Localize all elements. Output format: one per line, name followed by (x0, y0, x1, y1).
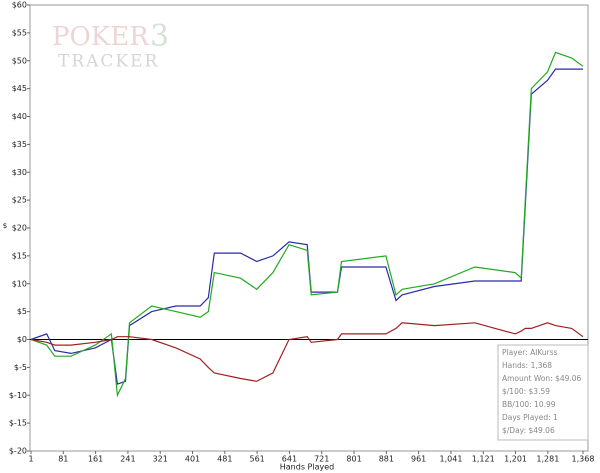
x-tick-label: 641 (282, 455, 297, 464)
x-tick-label: 1,368 (572, 455, 595, 464)
y-tick-label: $5 (17, 307, 27, 316)
y-tick-label: $45 (12, 84, 27, 93)
x-tick-label: 721 (314, 455, 329, 464)
series-line (30, 322, 584, 382)
x-tick-label: 481 (217, 455, 232, 464)
info-line: $/Day: $49.06 (502, 426, 555, 435)
series-line (30, 51, 584, 398)
x-tick-label: 881 (379, 455, 394, 464)
x-tick-label: 1,281 (536, 455, 559, 464)
watermark-text: 3 (150, 19, 169, 54)
y-tick-label: $-5 (14, 363, 27, 372)
info-line: Player: AlKurss (502, 348, 558, 357)
y-tick-label: $35 (12, 140, 27, 149)
info-line: $/100: $3.59 (502, 387, 550, 396)
x-tick-label: 801 (346, 455, 361, 464)
watermark-text: TRACKER (58, 52, 159, 72)
y-tick-label: $55 (12, 28, 27, 37)
y-tick-label: $60 (12, 1, 27, 10)
y-tick-label: $15 (12, 251, 27, 260)
info-box-frame (497, 344, 589, 441)
plot-frame (29, 4, 589, 452)
x-axis-label: Hands Played (280, 463, 334, 472)
x-tick-label: 321 (153, 455, 168, 464)
watermark: POKER 3 TRACKER (52, 19, 169, 72)
info-box: Player: AlKurss Hands: 1,368 Amount Won: $… (497, 344, 589, 441)
info-line: Hands: 1,368 (502, 361, 552, 370)
x-tick-label: 81 (58, 455, 68, 464)
x-tick-label: 1 (28, 455, 33, 464)
y-tick-label: $10 (12, 279, 27, 288)
y-tick-label: $0 (17, 335, 27, 344)
x-tick-label: 1,041 (440, 455, 463, 464)
y-tick-label: $40 (12, 112, 27, 121)
info-line: BB/100: 10.99 (502, 400, 556, 409)
y-tick-label: $20 (12, 224, 27, 233)
y-tick-label: $50 (12, 56, 27, 65)
y-tick-label: $30 (12, 168, 27, 177)
x-tick-label: 961 (411, 455, 426, 464)
x-tick-label: 1,121 (472, 455, 495, 464)
x-tick-label: 1,201 (504, 455, 527, 464)
y-tick-label: $-15 (9, 419, 27, 428)
x-tick-label: 401 (185, 455, 200, 464)
info-line: Days Played: 1 (502, 413, 558, 422)
watermark-text: POKER (52, 22, 150, 52)
y-tick-label: $-10 (9, 391, 27, 400)
y-axis-label: $ (3, 222, 7, 230)
x-tick-label: 241 (120, 455, 135, 464)
info-line: Amount Won: $49.06 (502, 374, 582, 383)
x-tick-label: 561 (249, 455, 264, 464)
x-tick-label: 161 (88, 455, 103, 464)
y-tick-label: $-20 (9, 447, 27, 456)
y-tick-label: $25 (12, 196, 27, 205)
